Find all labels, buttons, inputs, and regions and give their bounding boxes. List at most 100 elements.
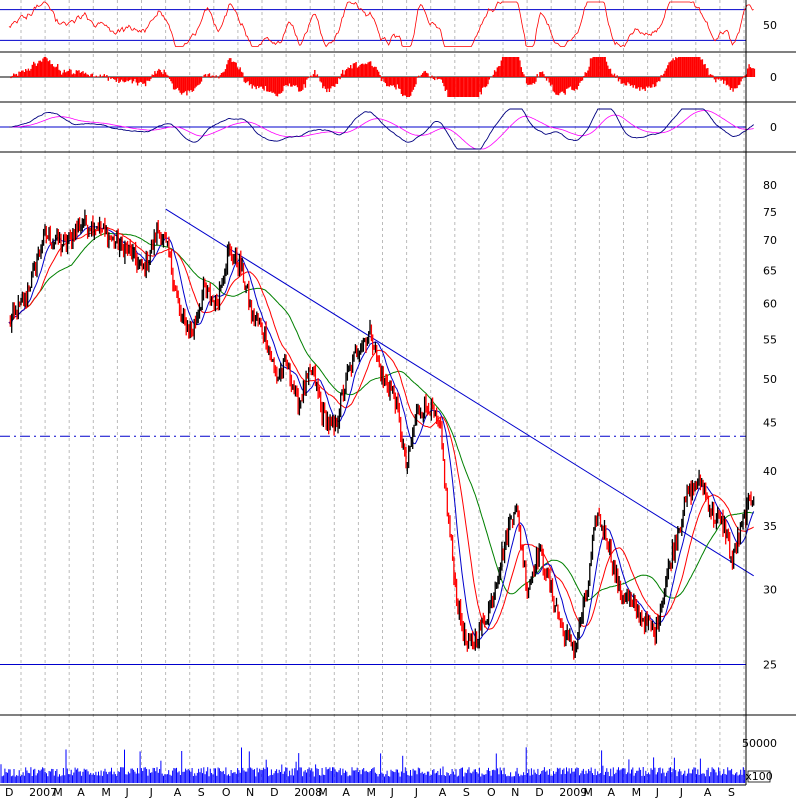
histogram-bar [500,60,502,77]
histogram-bar [723,77,725,84]
histogram-bar [288,77,291,84]
histogram-bar [532,77,534,83]
histogram-bar [59,70,61,77]
histogram-bar [669,61,672,77]
histogram-bar [136,77,139,86]
histogram-bar [427,73,429,77]
histogram-bar [398,77,400,89]
histogram-bar [339,77,341,80]
histogram-bar [351,68,353,77]
histogram-bar [268,77,271,92]
histogram-bar [57,64,59,77]
histogram-bar [493,70,496,77]
histogram-bar [628,77,630,84]
histogram-bar [90,74,92,77]
histogram-bar [422,73,424,77]
histogram-bar [647,77,649,88]
histogram-bar [459,77,461,97]
histogram-bar [541,71,544,77]
histogram-bar [406,77,408,97]
histogram-bar [442,77,444,83]
x-tick-label: O [222,786,231,799]
x-tick-label: M [53,786,63,799]
histogram-bar [376,69,379,77]
histogram-bar [639,77,641,91]
histogram-bar [232,61,235,77]
histogram-bar [13,73,15,77]
histogram-bar [496,67,498,77]
histogram-bar [725,77,728,86]
histogram-bar [520,67,522,77]
histogram-bar [159,70,161,77]
histogram-bar [183,77,185,93]
histogram-bar [302,77,304,90]
histogram-bar [568,77,570,88]
histogram-bar [716,77,718,79]
histogram-bar [336,77,339,84]
histogram-bar [86,74,88,77]
histogram-bar [270,77,272,92]
histogram-bar [691,57,693,77]
x-tick-label: A [174,786,182,799]
histogram-bar [34,63,36,77]
histogram-bar [753,68,756,77]
histogram-bar [645,77,648,87]
x-tick-label: A [608,786,616,799]
oscillator-signal-line [9,110,754,150]
histogram-bar [21,70,23,77]
histogram-bar [551,77,553,85]
histogram-bar [535,77,537,82]
histogram-bar [451,77,453,97]
histogram-bar [374,66,376,77]
histogram-bar [19,71,22,77]
histogram-bar [140,77,143,83]
histogram-bar [72,73,75,77]
histogram-bar [740,77,742,82]
histogram-bar [320,77,323,83]
histogram-bar [274,77,276,94]
histogram-bar [238,69,240,77]
histogram-bar [477,77,480,97]
histogram-bar [303,77,305,85]
histogram-bar [517,57,520,77]
histogram-bar [576,77,578,90]
histogram-bar [314,70,316,77]
histogram-bar [687,57,689,77]
histogram-bar [27,68,30,77]
histogram-bar [126,77,128,81]
histogram-bar [748,64,750,77]
histogram-bar [548,77,550,83]
histogram-bar [729,77,732,90]
histogram-bar [210,77,212,78]
x-tick-label: S [728,786,735,799]
histogram-bar [99,74,101,77]
x-tick-label: A [439,786,447,799]
x-tick-label: M [367,786,377,799]
histogram-bar [244,77,247,84]
price-tick-label: 40 [763,465,777,478]
histogram-bar [473,77,476,97]
histogram-bar [50,64,52,77]
histogram-bar [719,77,721,79]
histogram-bar [584,72,586,77]
histogram-bar [29,70,31,77]
histogram-bar [660,75,662,77]
histogram-bar [735,77,737,89]
histogram-bar [681,57,684,77]
histogram-bar [741,77,744,79]
histogram-bar [553,77,556,93]
histogram-bar [168,77,171,79]
histogram-bar [416,77,418,78]
x-tick-label: O [487,786,496,799]
histogram-bar [106,75,108,77]
histogram-bar [298,77,300,92]
histogram-bar [552,77,554,92]
histogram-bar [620,77,622,84]
histogram-bar [717,77,720,80]
x-tick-label: D [270,786,278,799]
histogram-bar [632,77,634,88]
histogram-bar [228,58,231,77]
volume-panel [0,747,747,783]
histogram-bar [195,77,197,87]
histogram-bar [15,73,18,77]
